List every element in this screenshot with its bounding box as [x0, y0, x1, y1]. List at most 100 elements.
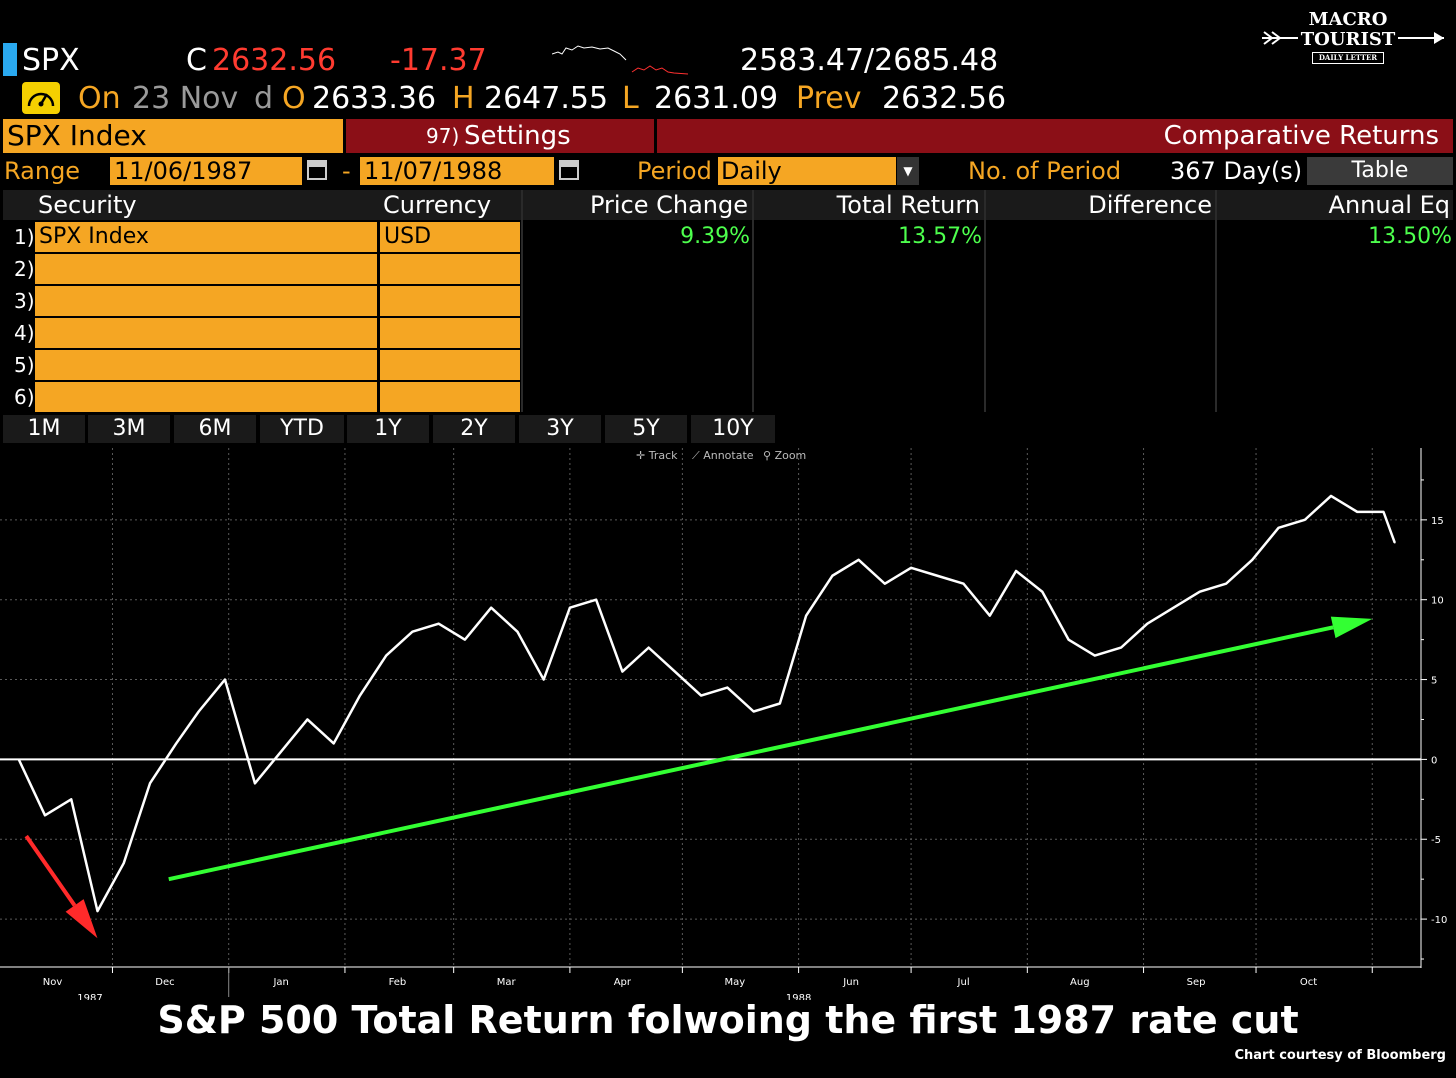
header-total-return: Total Return — [836, 191, 980, 219]
start-date-field[interactable]: 11/06/1987 — [110, 157, 302, 185]
data-point — [254, 782, 256, 785]
open-label: O — [282, 81, 306, 116]
data-point — [516, 630, 519, 633]
line-chart[interactable]: 15 10 5 0 -5 -10 Nov Dec Jan Feb Mar Apr May Jun Jul A… — [0, 440, 1456, 1000]
x-tick-label: Sep — [1187, 977, 1206, 988]
annotate-tool[interactable]: ⟋ Annotate — [692, 449, 754, 463]
logo-line3: DAILY LETTER — [1312, 52, 1384, 64]
x-tick-label: Dec — [155, 977, 174, 988]
row-number: 2) — [14, 257, 35, 281]
data-point — [1067, 638, 1070, 641]
data-point — [910, 566, 912, 569]
data-point — [779, 702, 781, 705]
data-point — [70, 798, 73, 801]
security-cell[interactable] — [35, 318, 377, 348]
data-point — [1393, 541, 1396, 544]
sparkline — [552, 45, 689, 75]
point-marks — [17, 495, 1396, 912]
range-button-1y[interactable]: 1Y — [347, 415, 429, 443]
open-value: 2633.36 — [312, 81, 437, 116]
x-tick-label: Jun — [842, 977, 859, 988]
currency-cell[interactable] — [380, 350, 520, 380]
change-value: -17.37 — [390, 43, 487, 78]
track-tool-label: Track — [648, 449, 678, 462]
ticker-marker — [3, 43, 17, 76]
x-tick-label: Aug — [1070, 977, 1090, 988]
total-return-value: 13.57% — [898, 224, 982, 249]
currency-value: USD — [384, 224, 432, 249]
y-tick-label: 5 — [1431, 676, 1437, 687]
data-point — [44, 814, 46, 817]
data-point — [1198, 590, 1201, 593]
annual-eq-value: 13.50% — [1368, 224, 1452, 249]
data-point — [805, 614, 807, 617]
end-calendar-icon[interactable] — [559, 160, 579, 180]
range-button-ytd[interactable]: YTD — [260, 415, 344, 443]
logo: MACRO TOURIST DAILY LETTER — [1258, 10, 1448, 74]
currency-cell[interactable] — [380, 318, 520, 348]
chart-grid — [0, 448, 1421, 967]
index-title[interactable]: SPX Index — [3, 119, 343, 153]
y-tick-label: -5 — [1431, 835, 1441, 846]
range-button-10y[interactable]: 10Y — [691, 415, 775, 443]
data-point — [149, 782, 151, 785]
currency-cell[interactable] — [380, 382, 520, 412]
index-title-label: SPX Index — [7, 119, 147, 152]
security-cell[interactable] — [35, 254, 377, 284]
gauge-icon[interactable] — [22, 82, 60, 114]
period-value: Daily — [721, 157, 782, 185]
x-tick-label: Jul — [957, 977, 970, 988]
data-point — [857, 558, 860, 561]
range-label: Range — [4, 157, 81, 185]
data-point — [674, 670, 676, 673]
column-divider — [752, 190, 754, 412]
data-point — [1225, 582, 1227, 585]
header-price-change: Price Change — [589, 191, 748, 219]
security-cell[interactable] — [35, 286, 377, 316]
header-difference: Difference — [1088, 191, 1212, 219]
x-tick-label: Oct — [1300, 977, 1317, 988]
data-point — [385, 654, 387, 657]
currency-cell[interactable] — [380, 286, 520, 316]
range-button-5y[interactable]: 5Y — [605, 415, 687, 443]
currency-cell[interactable] — [380, 254, 520, 284]
range-button-1m[interactable]: 1M — [3, 415, 85, 443]
period-dropdown-icon[interactable]: ▼ — [897, 157, 919, 185]
magnifier-icon: ⚲ — [763, 449, 775, 462]
row-number: 6) — [14, 385, 35, 409]
header-annual-eq: Annual Eq — [1328, 191, 1450, 219]
column-divider — [1215, 190, 1217, 412]
data-point — [936, 574, 939, 577]
currency-cell[interactable]: USD — [380, 222, 520, 252]
x-tick-label: Nov — [43, 977, 63, 988]
high-value: 2647.55 — [484, 81, 609, 116]
settings-button[interactable]: 97) Settings — [346, 119, 654, 153]
security-cell[interactable] — [35, 382, 377, 412]
period-select[interactable]: Daily — [718, 157, 896, 185]
data-point — [224, 678, 226, 681]
security-cell[interactable]: SPX Index — [35, 222, 377, 252]
start-calendar-icon[interactable] — [307, 160, 327, 180]
y-tick-label: 0 — [1431, 755, 1437, 766]
range-button-2y[interactable]: 2Y — [433, 415, 515, 443]
function-title: Comparative Returns — [657, 119, 1453, 153]
prev-label: Prev — [796, 81, 862, 116]
x-year-label: 1988 — [786, 993, 811, 1000]
data-point — [1015, 570, 1017, 572]
chart-credit: Chart courtesy of Bloomberg — [1234, 1048, 1446, 1063]
data-point — [197, 710, 200, 713]
data-point — [332, 742, 335, 745]
x-tick-label: Feb — [389, 977, 407, 988]
low-value: 2631.09 — [654, 81, 779, 116]
table-button[interactable]: Table — [1307, 157, 1453, 185]
num-periods-label: No. of Period — [968, 157, 1122, 185]
range-button-3y[interactable]: 3Y — [519, 415, 601, 443]
range-button-3m[interactable]: 3M — [88, 415, 170, 443]
track-tool[interactable]: ✛ Track — [636, 449, 678, 462]
security-cell[interactable] — [35, 350, 377, 380]
function-title-label: Comparative Returns — [1163, 121, 1439, 151]
end-date-field[interactable]: 11/07/1988 — [360, 157, 554, 185]
row-number: 3) — [14, 289, 35, 313]
trend-arrow-shaft — [24, 834, 77, 907]
range-button-6m[interactable]: 6M — [174, 415, 256, 443]
